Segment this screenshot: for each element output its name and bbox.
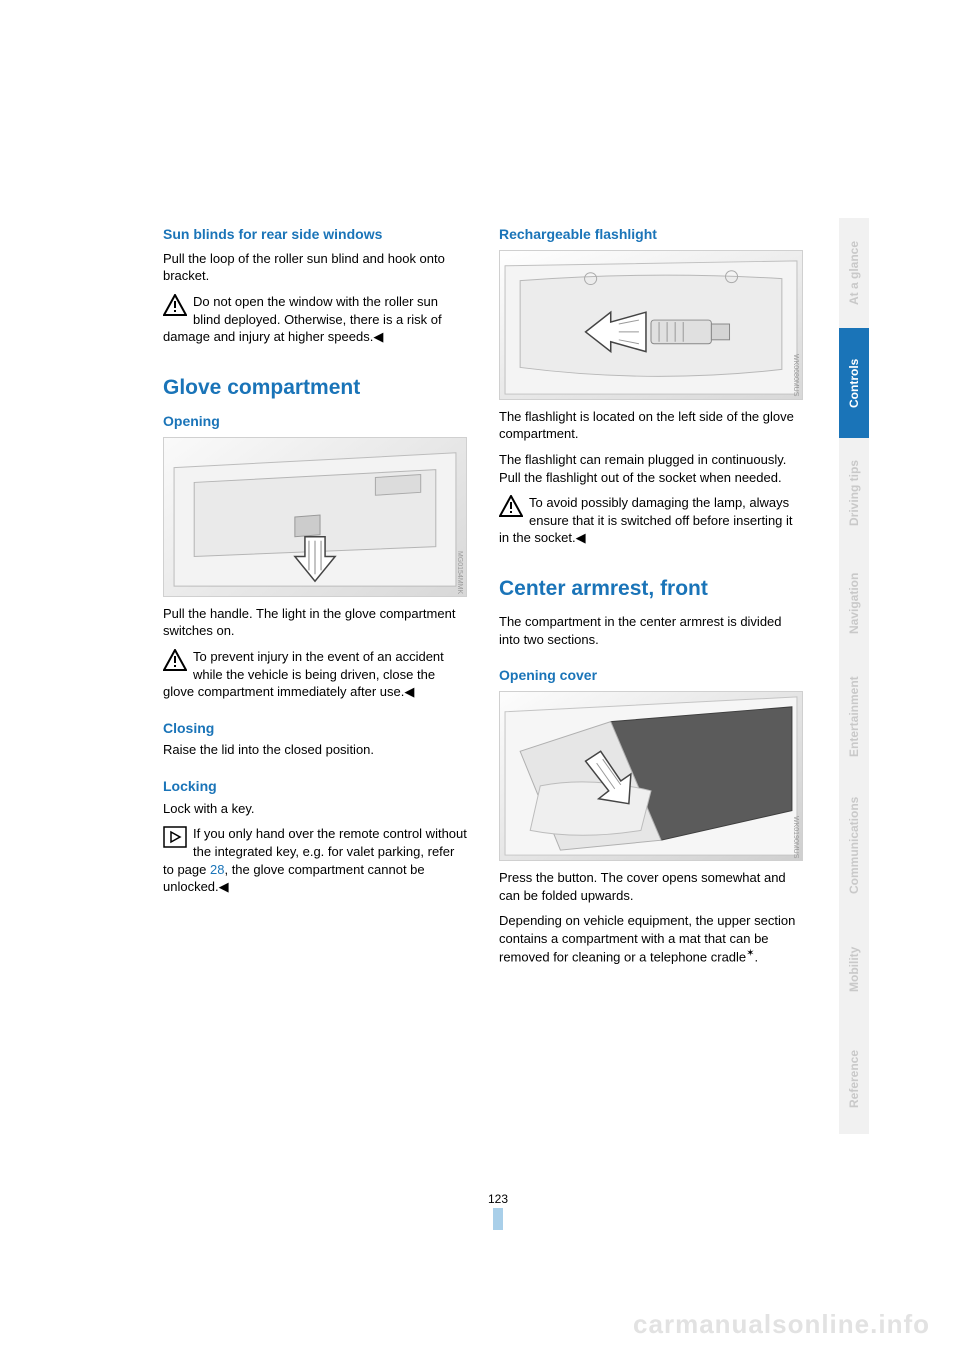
- content-area: Sun blinds for rear side windows Pull th…: [163, 225, 803, 974]
- figure-glove-opening: MG0154MMK: [163, 437, 467, 597]
- flashlight-warn-text: To avoid possibly damaging the lamp, alw…: [499, 495, 793, 545]
- flashlight-p2: The flashlight can remain plugged in con…: [499, 451, 803, 486]
- armrest-p1: The compartment in the center armrest is…: [499, 613, 803, 648]
- flashlight-illustration: [500, 251, 802, 399]
- side-tab[interactable]: Entertainment: [839, 658, 869, 776]
- side-tab[interactable]: Navigation: [839, 548, 869, 658]
- glove-locking-note: If you only hand over the remote control…: [163, 825, 467, 895]
- armrest-illustration: [500, 692, 802, 860]
- armrest-p2b: .: [755, 950, 759, 965]
- figure-code: WK0190MUS: [791, 816, 800, 858]
- warning-icon: [499, 495, 523, 517]
- watermark: carmanualsonline.info: [633, 1309, 930, 1340]
- sunblinds-warn-text: Do not open the window with the roller s…: [163, 294, 442, 344]
- end-marker: ◀: [373, 329, 383, 344]
- page-number: 123: [478, 1192, 518, 1206]
- glove-locking-p1: Lock with a key.: [163, 800, 467, 818]
- right-column: Rechargeable flashlight W: [499, 225, 803, 974]
- heading-locking: Locking: [163, 777, 467, 796]
- flashlight-warning: To avoid possibly damaging the lamp, alw…: [499, 494, 803, 547]
- end-marker: ◀: [404, 684, 414, 699]
- heading-glove: Glove compartment: [163, 374, 467, 402]
- heading-sunblinds: Sun blinds for rear side windows: [163, 225, 467, 244]
- left-column: Sun blinds for rear side windows Pull th…: [163, 225, 467, 974]
- heading-flashlight: Rechargeable flashlight: [499, 225, 803, 244]
- heading-armrest: Center armrest, front: [499, 575, 803, 603]
- glove-illustration: [164, 438, 466, 596]
- footnote-star-icon: ✶: [746, 948, 754, 959]
- figure-armrest: WK0190MUS: [499, 691, 803, 861]
- page-number-block: 123: [478, 1192, 518, 1230]
- two-columns: Sun blinds for rear side windows Pull th…: [163, 225, 803, 974]
- side-tab[interactable]: Communications: [839, 776, 869, 914]
- figure-flashlight: WK0680MUS: [499, 250, 803, 400]
- page-link-28[interactable]: 28: [210, 862, 224, 877]
- armrest-opening-p2: Depending on vehicle equipment, the uppe…: [499, 912, 803, 966]
- sunblinds-p1: Pull the loop of the roller sun blind an…: [163, 250, 467, 285]
- glove-opening-warning: To prevent injury in the event of an acc…: [163, 648, 467, 701]
- warning-icon: [163, 649, 187, 671]
- flashlight-p1: The flashlight is located on the left si…: [499, 408, 803, 443]
- figure-code: WK0680MUS: [791, 354, 800, 396]
- warning-icon: [163, 294, 187, 316]
- glove-closing-p1: Raise the lid into the closed position.: [163, 741, 467, 759]
- note-icon: [163, 826, 187, 848]
- end-marker: ◀: [576, 530, 586, 545]
- armrest-opening-p1: Press the button. The cover opens somewh…: [499, 869, 803, 904]
- sunblinds-warning: Do not open the window with the roller s…: [163, 293, 467, 346]
- page: Sun blinds for rear side windows Pull th…: [0, 0, 960, 1358]
- heading-opening: Opening: [163, 412, 467, 431]
- end-marker: ◀: [219, 879, 229, 894]
- heading-closing: Closing: [163, 719, 467, 738]
- glove-opening-warn-text: To prevent injury in the event of an acc…: [163, 649, 444, 699]
- side-tab[interactable]: Mobility: [839, 914, 869, 1024]
- side-tab[interactable]: Driving tips: [839, 438, 869, 548]
- glove-opening-p1: Pull the handle. The light in the glove …: [163, 605, 467, 640]
- page-mark: [493, 1208, 503, 1230]
- side-tab[interactable]: Controls: [839, 328, 869, 438]
- side-tabs: At a glanceControlsDriving tipsNavigatio…: [839, 218, 869, 1134]
- figure-code: MG0154MMK: [455, 551, 464, 594]
- side-tab[interactable]: At a glance: [839, 218, 869, 328]
- side-tab[interactable]: Reference: [839, 1024, 869, 1134]
- heading-opening-cover: Opening cover: [499, 666, 803, 685]
